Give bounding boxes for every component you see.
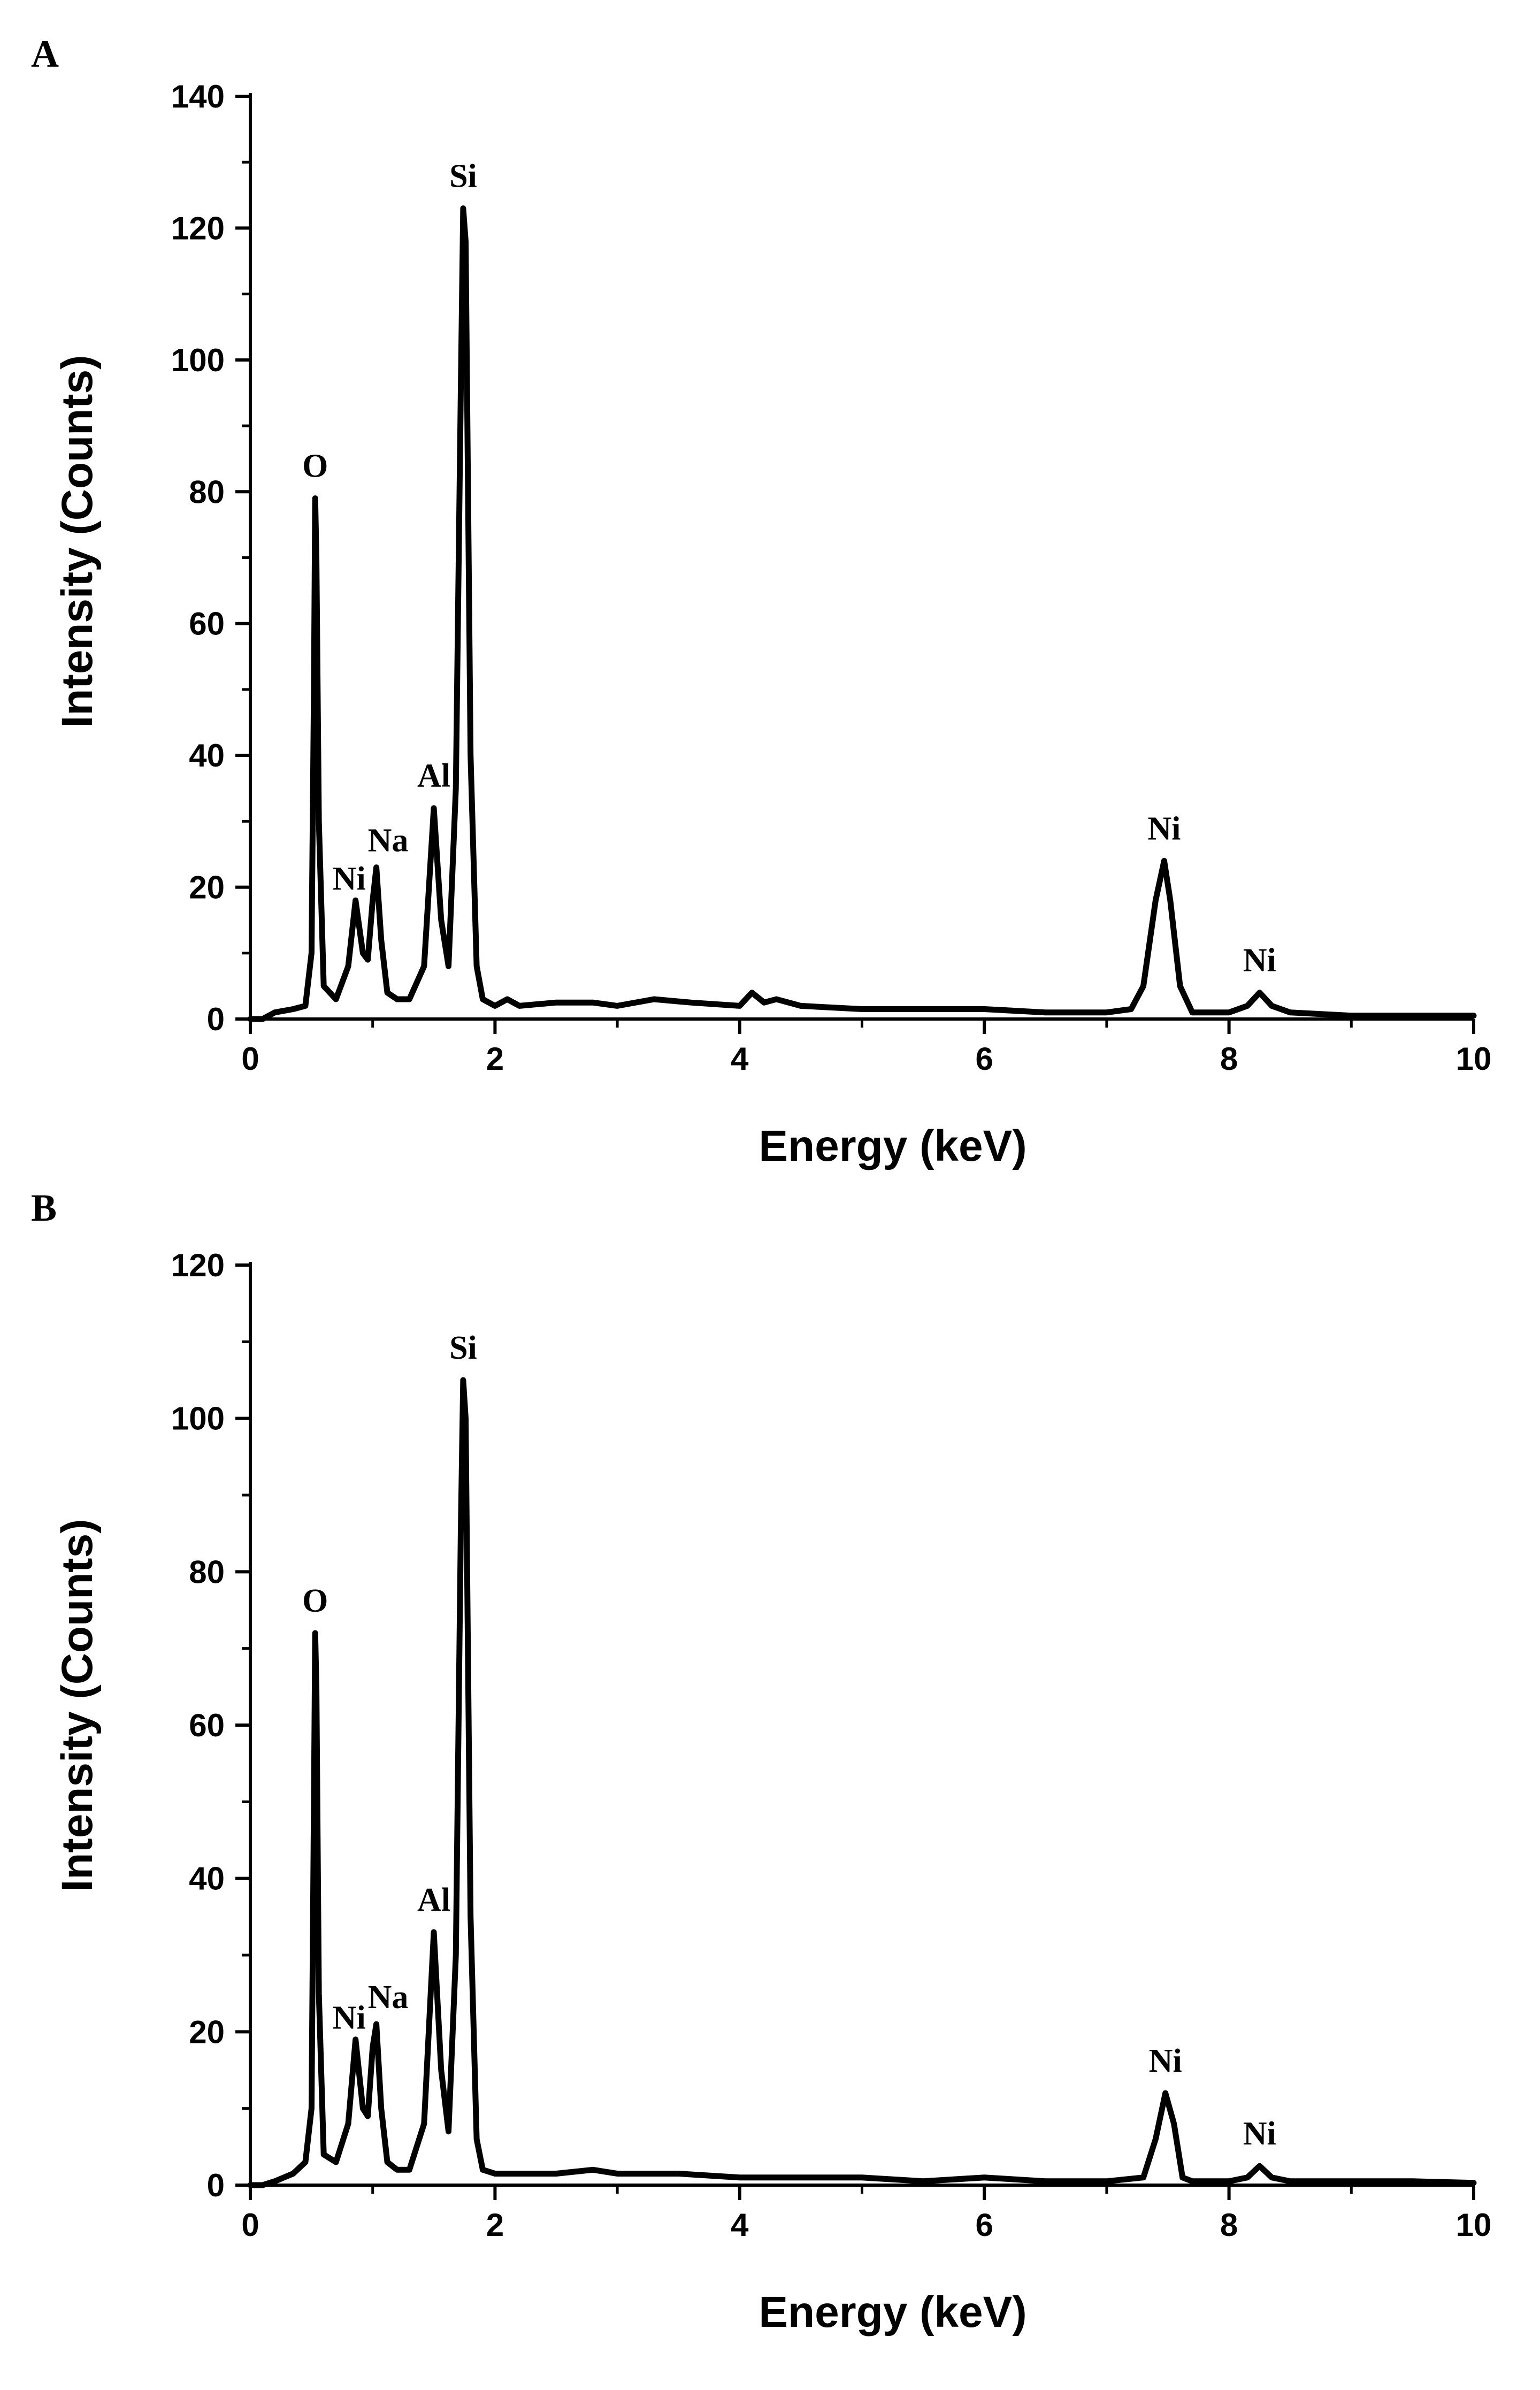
panel-a-y-tick-label: 0 xyxy=(207,1001,225,1037)
panel-a-x-tick-label: 4 xyxy=(731,1041,749,1077)
panel-b-x-axis-title: Energy (keV) xyxy=(758,2288,1026,2337)
panel-b-peak-label-ni: Ni xyxy=(1149,2043,1182,2079)
panel-b-y-axis-title: Intensity (Counts) xyxy=(53,1519,102,1892)
panel-a-letter: A xyxy=(31,33,59,75)
panel-a-peak-label-si: Si xyxy=(449,158,477,194)
panel-b-peak-label-na: Na xyxy=(368,1979,409,2016)
panel-b-x-tick-label: 10 xyxy=(1456,2207,1492,2243)
panel-a-y-tick-label: 100 xyxy=(171,342,225,378)
panel-a-y-tick-label: 80 xyxy=(189,474,225,510)
panel-b-peak-label-si: Si xyxy=(449,1330,477,1366)
panel-a-spectrum-line xyxy=(247,205,1477,1022)
panel-a-y-tick-label: 40 xyxy=(189,738,225,773)
panel-b-y-tick-label: 0 xyxy=(207,2167,225,2203)
panel-b-spectrum-line xyxy=(247,1377,1477,2188)
panel-a-x-tick-label: 8 xyxy=(1220,1041,1238,1077)
panel-b-x-tick-label: 4 xyxy=(731,2207,749,2243)
panel-b-x-tick-label: 0 xyxy=(241,2207,259,2243)
panel-a-y-axis-title: Intensity (Counts) xyxy=(53,355,102,728)
panel-a-peak-label-al: Al xyxy=(417,758,450,794)
panel-b-x-tick-label: 6 xyxy=(976,2207,993,2243)
panel-b-y-tick-label: 20 xyxy=(189,2014,225,2050)
panel-b-y-tick-label: 120 xyxy=(171,1247,225,1283)
panel-a-y-tick-label: 140 xyxy=(171,79,225,114)
panel-b-peak-label-o: O xyxy=(302,1583,328,1619)
panel-a-peak-label-ni: Ni xyxy=(333,861,366,897)
panel-b-peak-label-ni: Ni xyxy=(1243,2116,1276,2152)
panel-a-peak-label-na: Na xyxy=(368,823,409,859)
panel-b-y-tick-label: 60 xyxy=(189,1707,225,1743)
panel-a-x-tick-label: 2 xyxy=(486,1041,504,1077)
panel-b-peak-label-al: Al xyxy=(417,1882,450,1918)
panel-a-x-tick-label: 6 xyxy=(976,1041,993,1077)
panel-a-x-tick-label: 10 xyxy=(1456,1041,1492,1077)
panel-b-x-tick-label: 2 xyxy=(486,2207,504,2243)
panel-a-x-axis-title: Energy (keV) xyxy=(758,1122,1026,1170)
panel-b-y-tick-label: 40 xyxy=(189,1861,225,1897)
panel-b-spectrum xyxy=(247,1377,1477,2188)
panel-a-y-tick-label: 120 xyxy=(171,210,225,246)
panel-b-peak-label-ni: Ni xyxy=(333,2000,366,2036)
panel-a-y-tick-label: 60 xyxy=(189,606,225,642)
panel-a-peak-label-ni: Ni xyxy=(1147,810,1181,847)
panel-b-y-tick-label: 80 xyxy=(189,1554,225,1590)
panel-a-spectrum xyxy=(247,205,1477,1022)
panel-a-peak-label-ni: Ni xyxy=(1243,943,1276,979)
panel-a-peak-label-o: O xyxy=(302,448,328,485)
panel-b-y-tick-label: 100 xyxy=(171,1401,225,1437)
panel-b-x-tick-label: 8 xyxy=(1220,2207,1238,2243)
panel-a-y-tick-label: 20 xyxy=(189,870,225,906)
panel-b-letter: B xyxy=(31,1186,57,1229)
panel-a-x-tick-label: 0 xyxy=(241,1041,259,1077)
